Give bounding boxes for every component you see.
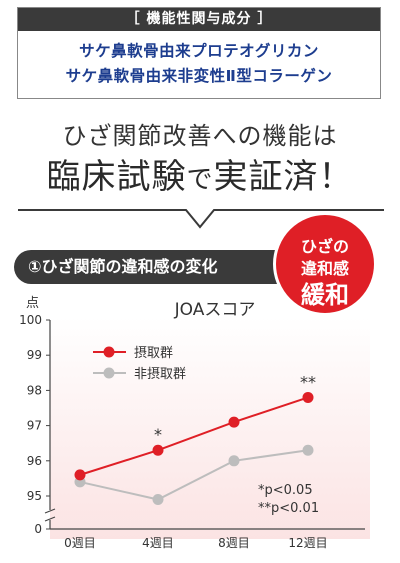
x-tick-label: 8週目 (218, 536, 250, 550)
series-line-intake (79, 396, 309, 476)
section-title-band: ①ひざ関節の違和感の変化 (14, 250, 314, 284)
relief-badge: ひざの 違和感 緩和 (273, 212, 377, 316)
axis-break-mark-2 (44, 516, 56, 522)
headline-proven: 実証済！ (213, 157, 354, 197)
data-point-placebo (302, 444, 314, 456)
x-tick-label: 4週目 (142, 536, 174, 550)
ingredient-item-proteoglycan: サケ鼻軟骨由来プロテオグリカン (79, 42, 319, 60)
significance-mark: ** (300, 372, 316, 391)
data-point-placebo (152, 494, 164, 506)
ingredient-header: ［ 機能性関与成分 ］ (18, 8, 380, 31)
chart-title: JOAスコア (174, 300, 256, 320)
badge-line1: ひざの (300, 237, 349, 256)
y-tick-label: 99 (27, 348, 42, 362)
data-point-placebo (228, 455, 240, 467)
footnote-p005: *p<0.05 (258, 483, 313, 498)
ingredient-list: サケ鼻軟骨由来プロテオグリカン サケ鼻軟骨由来非変性Ⅱ型コラーゲン (18, 31, 380, 89)
significance-mark: * (154, 425, 162, 444)
axis-break-mark-1 (44, 508, 56, 514)
ingredient-item-collagen: サケ鼻軟骨由来非変性Ⅱ型コラーゲン (65, 67, 333, 85)
chart-axes: 100 99 98 97 96 95 0 0週目 4週目 8週目 12週目 (19, 313, 365, 550)
ingredient-box: ［ 機能性関与成分 ］ サケ鼻軟骨由来プロテオグリカン サケ鼻軟骨由来非変性Ⅱ型… (17, 7, 381, 99)
footnote-p001: **p<0.01 (258, 501, 319, 516)
divider-arrow (18, 209, 384, 229)
badge-line2: 違和感 (300, 259, 349, 278)
data-point-intake (302, 391, 314, 403)
y-tick-label: 97 (27, 419, 42, 433)
x-tick-label: 0週目 (64, 536, 96, 550)
headline-clinical-trial: 臨床試験 (46, 157, 187, 197)
data-point-intake (74, 469, 86, 481)
data-point-intake (228, 416, 240, 428)
y-tick-label: 95 (27, 489, 42, 503)
badge-line3: 緩和 (301, 281, 349, 309)
series-line-placebo (79, 449, 309, 501)
legend-marker (103, 346, 115, 358)
legend-label: 摂取群 (134, 345, 173, 361)
y-axis-unit: 点 (26, 296, 39, 311)
headline-line2: 臨床試験で実証済！ (0, 149, 400, 198)
y-tick-label: 0 (34, 522, 42, 536)
x-tick-label: 12週目 (288, 536, 327, 550)
data-point-intake (152, 444, 164, 456)
y-tick-label: 96 (27, 454, 42, 468)
legend-label: 非摂取群 (134, 366, 186, 382)
chart-marks: *** (74, 372, 316, 506)
plot-background (50, 317, 370, 539)
legend-marker (103, 367, 115, 379)
headline-particle: で (186, 165, 214, 195)
y-tick-label: 98 (27, 383, 42, 397)
y-tick-label: 100 (19, 313, 42, 327)
headline-line1: ひざ関節改善への機能は (62, 122, 338, 150)
